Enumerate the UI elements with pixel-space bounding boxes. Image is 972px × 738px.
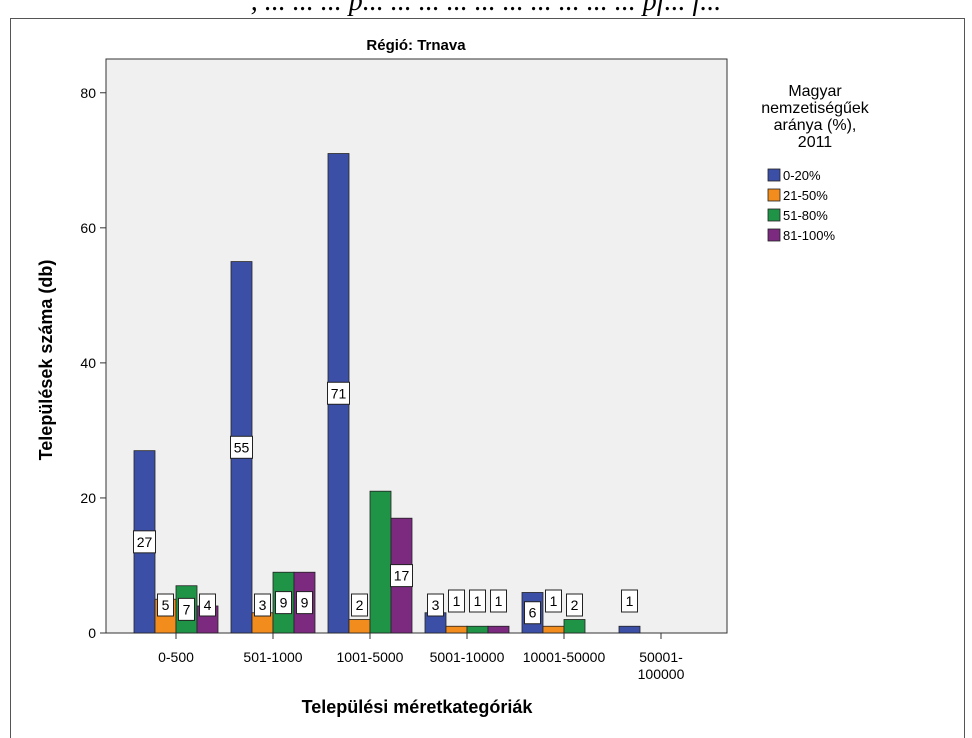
data-label: 71 xyxy=(331,385,347,401)
x-tick-label: 0-500 xyxy=(158,649,194,665)
data-label: 1 xyxy=(626,593,634,609)
y-tick-label: 80 xyxy=(80,85,96,101)
y-tick-label: 20 xyxy=(80,490,96,506)
data-label-box xyxy=(296,591,313,615)
data-label-box xyxy=(254,593,271,617)
bar-21-50%-3 xyxy=(445,625,468,634)
x-tick-label: 501-1000 xyxy=(243,649,302,665)
x-tick-label: 50001- xyxy=(639,649,683,665)
data-label: 2 xyxy=(356,597,364,613)
legend-entry: 81-100% xyxy=(783,228,835,243)
y-tick-label: 40 xyxy=(80,355,96,371)
bar-0-20%-5 xyxy=(618,625,641,634)
data-label-box xyxy=(427,593,444,617)
data-label-box xyxy=(275,591,292,615)
data-label-box xyxy=(545,589,562,613)
legend-swatch xyxy=(767,168,781,182)
data-label: 17 xyxy=(394,568,410,584)
data-label-box xyxy=(469,589,486,613)
y-axis-title: Települések száma (db) xyxy=(36,260,56,461)
x-tick-label: 5001-10000 xyxy=(430,649,505,665)
legend-title-line: Magyar xyxy=(788,83,842,100)
data-label-box xyxy=(621,589,638,613)
data-label: 6 xyxy=(529,605,537,621)
data-label: 27 xyxy=(137,534,153,550)
x-axis: 0-500 501-1000 1001-5000 5001-10000 10001-50… xyxy=(158,633,685,682)
partial-caption-text: , ... ... ... p... ... ... ... ... ... .… xyxy=(250,0,722,17)
data-label: 2 xyxy=(571,597,579,613)
y-tick-label: 0 xyxy=(88,625,96,641)
data-label: 55 xyxy=(234,439,250,455)
x-axis-title: Települési méretkategóriák xyxy=(302,697,534,717)
data-label: 1 xyxy=(474,593,482,609)
chart-title: Régió: Trnava xyxy=(366,37,466,54)
plot-area xyxy=(105,58,728,634)
legend-entry: 0-20% xyxy=(783,168,821,183)
data-label: 3 xyxy=(259,597,267,613)
legend-title-line: nemzetiségűek xyxy=(761,100,870,117)
x-tick-label: 10001-50000 xyxy=(523,649,606,665)
data-label-box xyxy=(448,589,465,613)
legend-swatch xyxy=(767,228,781,242)
data-label-box xyxy=(178,597,195,621)
legend-entry: 21-50% xyxy=(783,188,828,203)
data-label: 5 xyxy=(162,597,170,613)
data-label-box xyxy=(157,593,174,617)
data-label: 9 xyxy=(280,595,288,611)
chart-frame xyxy=(10,18,965,738)
bar-51-80%-3 xyxy=(466,625,489,634)
data-label: 1 xyxy=(453,593,461,609)
y-tick-label: 60 xyxy=(80,220,96,236)
data-label-box xyxy=(327,381,350,405)
data-label-box xyxy=(390,564,413,588)
data-label: 4 xyxy=(204,597,212,613)
data-label-box xyxy=(566,593,583,617)
data-label: 7 xyxy=(183,601,191,617)
bar-21-50%-2 xyxy=(348,619,371,634)
data-label: 9 xyxy=(301,595,309,611)
legend-title-line: aránya (%), xyxy=(774,117,857,134)
legend-swatch xyxy=(767,208,781,222)
data-label-box xyxy=(199,593,216,617)
bar-81-100%-3 xyxy=(487,625,510,634)
data-label: 1 xyxy=(550,593,558,609)
y-axis: 0 20 40 60 80 xyxy=(80,85,106,641)
data-label: 1 xyxy=(495,593,503,609)
data-label-box xyxy=(524,601,541,625)
data-label-box xyxy=(133,530,156,554)
x-tick-label: 100000 xyxy=(638,666,685,682)
bar-51-80%-2 xyxy=(369,490,392,634)
data-label-box xyxy=(351,593,368,617)
bar-51-80%-4 xyxy=(563,619,586,634)
x-tick-label: 1001-5000 xyxy=(337,649,404,665)
data-label: 3 xyxy=(432,597,440,613)
bar-21-50%-4 xyxy=(542,625,565,634)
legend-entry: 51-80% xyxy=(783,208,828,223)
legend-swatch xyxy=(767,188,781,202)
data-label-box xyxy=(230,435,253,459)
data-label-box xyxy=(490,589,507,613)
legend-title-line: 2011 xyxy=(798,134,833,151)
